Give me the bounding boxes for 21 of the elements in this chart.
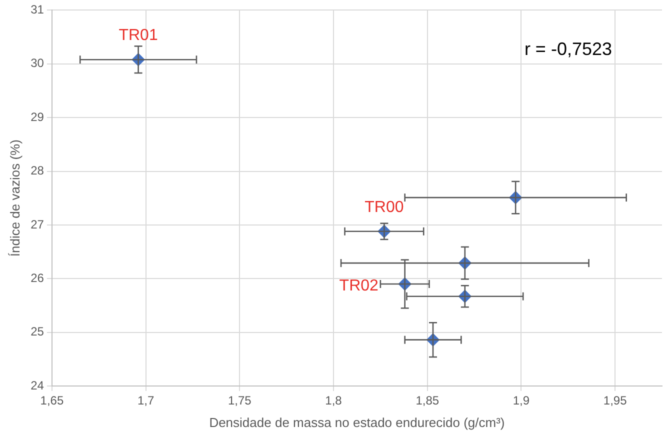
annotation: TR01 — [118, 26, 158, 44]
annotation: TR00 — [364, 198, 404, 216]
x-tick-label: 1,85 — [416, 394, 440, 408]
annotation: TR02 — [339, 277, 379, 294]
x-tick-label: 1,8 — [325, 394, 342, 408]
x-axis-title: Densidade de massa no estado endurecido (g/cm³) — [209, 414, 505, 430]
y-axis-title: Índice de vazios (%) — [7, 140, 22, 257]
x-tick-label: 1,65 — [40, 394, 64, 408]
x-tick-label: 1,7 — [137, 394, 154, 408]
annotation: r = -0,7523 — [524, 39, 612, 60]
y-tick-label: 29 — [30, 110, 44, 124]
x-tick-label: 1,95 — [603, 394, 628, 408]
x-tick-label: 1,9 — [512, 394, 530, 408]
y-tick-label: 28 — [30, 164, 44, 178]
y-tick-label: 27 — [30, 217, 44, 232]
y-tick-label: 24 — [30, 378, 44, 392]
x-tick-label: 1,75 — [228, 394, 252, 408]
y-tick-label: 25 — [30, 324, 44, 339]
y-tick-label: 26 — [30, 270, 44, 285]
y-tick-label: 30 — [30, 56, 44, 70]
y-tick-label: 31 — [30, 2, 44, 17]
